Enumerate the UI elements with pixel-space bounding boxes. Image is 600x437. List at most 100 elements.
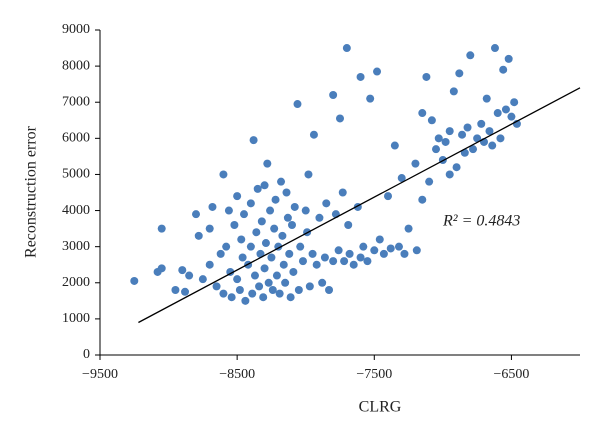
- y-tick-label: 4000: [62, 203, 90, 218]
- annotation: R² = 0.4843: [442, 213, 520, 230]
- x-tick-label: −8500: [219, 367, 255, 382]
- point: [238, 253, 247, 262]
- point: [248, 289, 257, 298]
- point: [267, 253, 276, 262]
- point: [422, 72, 431, 81]
- point: [379, 249, 388, 258]
- y-tick-label: 1000: [62, 311, 90, 326]
- point: [344, 221, 353, 229]
- x-tick-label: −7500: [356, 367, 392, 382]
- point: [171, 286, 180, 294]
- point: [477, 119, 486, 128]
- point: [290, 202, 299, 211]
- point: [178, 266, 187, 275]
- point: [283, 213, 292, 222]
- point: [404, 224, 413, 233]
- point: [304, 170, 313, 179]
- point: [212, 282, 221, 291]
- point: [373, 67, 382, 76]
- point: [463, 123, 472, 132]
- point: [272, 271, 281, 280]
- point: [270, 224, 279, 233]
- point: [233, 275, 242, 284]
- point: [394, 242, 403, 251]
- point: [198, 275, 207, 284]
- x-tick-label: −6500: [493, 367, 529, 382]
- point: [233, 192, 242, 201]
- point: [356, 72, 365, 81]
- point: [260, 181, 269, 190]
- point: [507, 112, 516, 121]
- point: [252, 228, 261, 237]
- point: [250, 271, 259, 280]
- point: [427, 116, 436, 125]
- point: [432, 145, 440, 154]
- point: [298, 257, 307, 266]
- point: [253, 184, 262, 193]
- point: [301, 206, 310, 215]
- point: [329, 257, 338, 266]
- point: [224, 206, 233, 215]
- point: [325, 286, 334, 294]
- point: [255, 282, 264, 291]
- point: [153, 267, 162, 276]
- point: [260, 264, 269, 273]
- point: [285, 249, 294, 258]
- point: [266, 206, 275, 215]
- y-tick-label: 9000: [62, 22, 90, 37]
- point: [286, 293, 295, 302]
- y-tick-label: 5000: [62, 167, 90, 182]
- point: [293, 100, 302, 109]
- y-tick-label: 7000: [62, 94, 90, 109]
- point: [278, 231, 287, 240]
- y-tick-label: 0: [83, 347, 90, 362]
- point: [363, 257, 372, 266]
- point: [181, 287, 190, 296]
- point: [485, 127, 494, 136]
- point: [275, 289, 284, 298]
- point: [411, 159, 420, 168]
- point: [338, 188, 347, 197]
- point: [466, 51, 475, 60]
- point: [257, 217, 266, 226]
- x-axis-title: CLRG: [359, 399, 402, 416]
- point: [249, 136, 258, 145]
- point: [490, 44, 499, 53]
- point: [235, 286, 244, 294]
- point: [342, 44, 351, 53]
- point: [312, 260, 321, 269]
- point: [336, 114, 344, 123]
- point: [263, 159, 272, 168]
- y-tick-label: 6000: [62, 131, 90, 146]
- point: [322, 199, 331, 208]
- point: [452, 163, 461, 172]
- point: [449, 87, 458, 96]
- point: [208, 202, 217, 211]
- point: [412, 246, 421, 255]
- point: [271, 195, 280, 204]
- point: [473, 134, 482, 143]
- point: [205, 260, 214, 269]
- point: [194, 231, 203, 240]
- y-tick-label: 3000: [62, 239, 90, 254]
- point: [359, 242, 368, 251]
- point: [259, 293, 268, 302]
- point: [185, 271, 194, 280]
- point: [294, 286, 303, 294]
- point: [240, 210, 248, 219]
- point: [282, 188, 291, 197]
- point: [279, 260, 288, 269]
- point: [349, 260, 358, 269]
- point: [375, 235, 384, 244]
- point: [264, 278, 273, 287]
- point: [315, 213, 324, 222]
- y-tick-label: 8000: [62, 58, 90, 73]
- point: [192, 210, 200, 219]
- point: [366, 94, 375, 103]
- point: [496, 134, 505, 143]
- point: [345, 249, 354, 258]
- point: [318, 278, 327, 287]
- point: [227, 293, 236, 302]
- point: [261, 239, 270, 248]
- point: [445, 127, 454, 136]
